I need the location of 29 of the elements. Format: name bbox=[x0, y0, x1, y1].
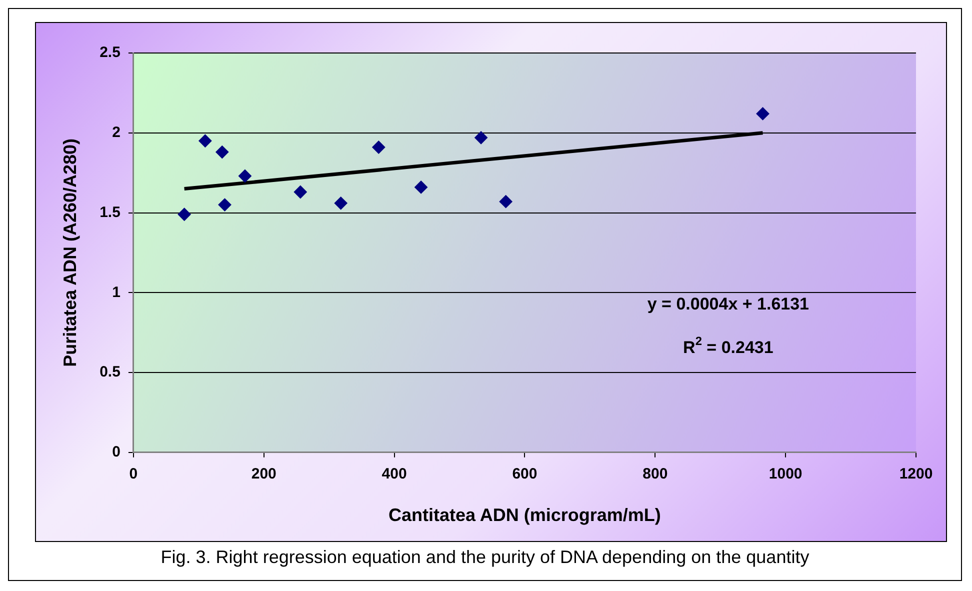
point bbox=[238, 170, 252, 183]
x-axis-title: Cantitatea ADN (microgram/mL) bbox=[388, 505, 661, 526]
annotation: y = 0.0004x + 1.6131 bbox=[647, 294, 810, 314]
point bbox=[198, 134, 212, 148]
x-tick-label: 400 bbox=[382, 466, 407, 483]
y-axis-title: Puritatea ADN (A260/A280) bbox=[60, 138, 80, 367]
x-tick-label: 600 bbox=[512, 466, 538, 483]
y-tick-label: 1 bbox=[112, 284, 120, 301]
point bbox=[294, 185, 307, 198]
caption: Fig. 3. Right regression equation and the purity of DNA depending on the quantity bbox=[160, 547, 810, 568]
point bbox=[414, 180, 428, 194]
x-tick-label: 0 bbox=[129, 466, 138, 483]
point bbox=[474, 131, 488, 144]
point bbox=[334, 196, 348, 210]
x-tick-label: 200 bbox=[251, 466, 276, 483]
point bbox=[216, 146, 229, 159]
y-tick-label: 0.5 bbox=[100, 364, 120, 381]
x-tick-label: 800 bbox=[642, 466, 668, 483]
point bbox=[756, 107, 770, 120]
point bbox=[218, 198, 232, 212]
x-tick-label: 1200 bbox=[899, 466, 933, 483]
y-tick-label: 1.5 bbox=[100, 204, 120, 221]
y-tick-label: 2 bbox=[112, 124, 120, 142]
x-tick-label: 1000 bbox=[768, 466, 802, 483]
point bbox=[372, 140, 386, 154]
point bbox=[178, 208, 191, 221]
y-tick-label: 2.5 bbox=[100, 44, 120, 62]
y-tick-label: 0 bbox=[112, 444, 120, 461]
point bbox=[499, 195, 512, 208]
